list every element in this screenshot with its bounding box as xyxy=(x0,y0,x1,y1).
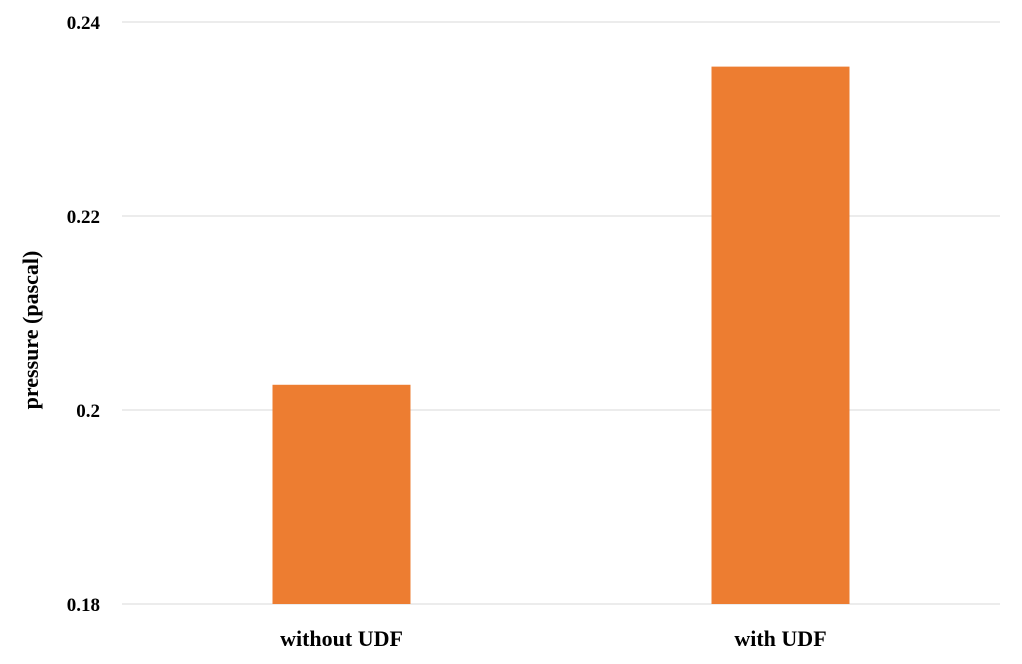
y-tick-label: 0.24 xyxy=(67,13,101,34)
y-tick-label: 0.18 xyxy=(67,595,100,616)
y-axis-title: pressure (pascal) xyxy=(18,251,43,410)
gridlines xyxy=(122,21,1000,605)
y-axis-tick-labels: 0.18 0.2 0.22 0.24 xyxy=(67,13,101,616)
bar-with-udf xyxy=(711,66,850,605)
bar-without-udf xyxy=(272,384,411,604)
x-axis-category-labels: without UDF with UDF xyxy=(280,626,827,651)
bars xyxy=(272,66,850,605)
x-category-label: with UDF xyxy=(734,626,826,651)
x-category-label: without UDF xyxy=(280,626,403,651)
y-tick-label: 0.2 xyxy=(76,401,100,422)
y-tick-label: 0.22 xyxy=(67,207,100,228)
